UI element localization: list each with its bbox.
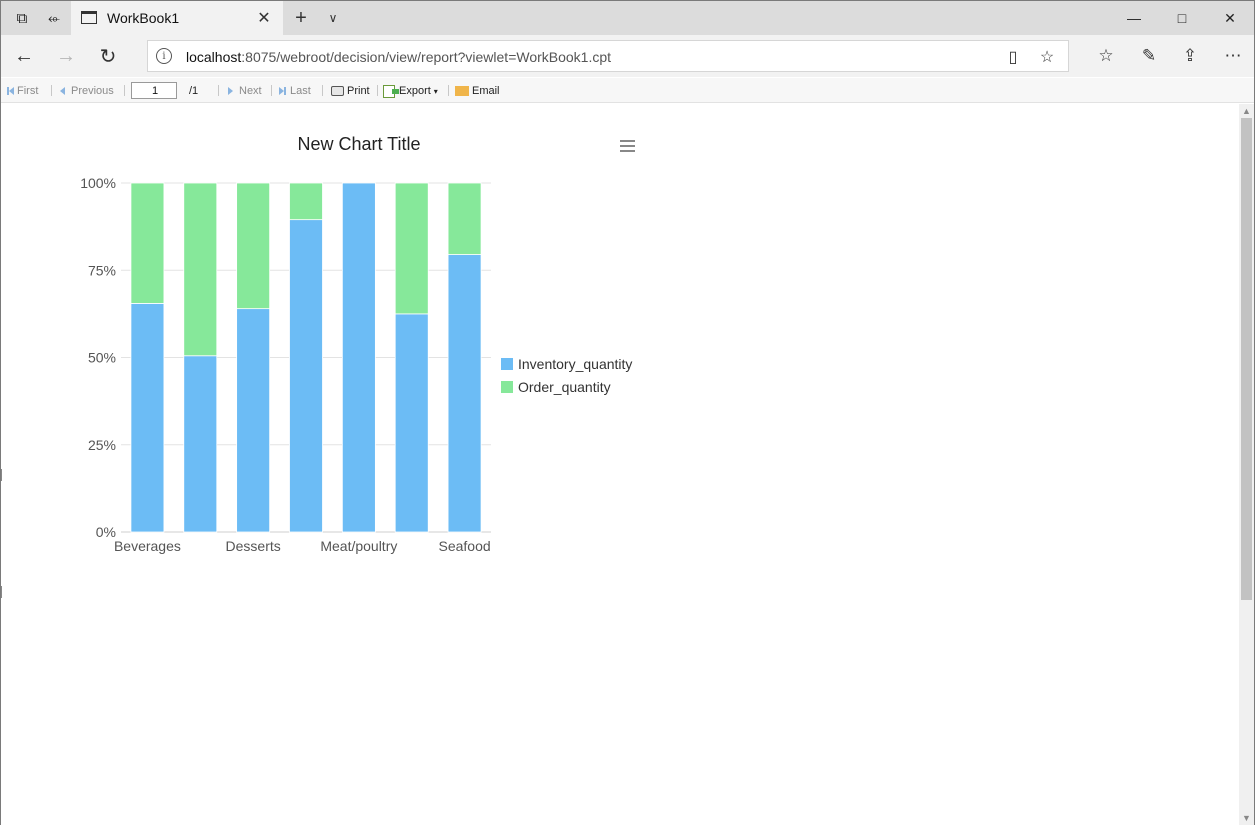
y-tick-label: 50% (88, 350, 116, 366)
new-tab-icon[interactable]: + (295, 6, 307, 29)
page-total: /1 (189, 85, 199, 97)
legend-swatch-inventory (501, 358, 513, 370)
dropdown-caret-icon: ▾ (433, 86, 438, 96)
legend-swatch-order (501, 381, 513, 393)
reading-view-icon[interactable]: ▯ (1008, 49, 1018, 66)
next-page-button[interactable]: Next (228, 83, 262, 99)
site-info-icon[interactable]: i (156, 48, 172, 64)
export-icon (383, 84, 399, 98)
bar-order (130, 182, 165, 304)
last-page-icon (284, 87, 286, 95)
scroll-up-icon[interactable]: ▲ (1242, 106, 1251, 116)
y-tick-label: 25% (88, 437, 116, 453)
bar-order (394, 182, 429, 315)
first-page-icon (7, 87, 9, 95)
close-window-icon[interactable]: ✕ (1224, 9, 1236, 26)
more-icon[interactable]: ⋯ (1224, 46, 1242, 65)
resize-handle-icon[interactable] (1, 469, 4, 481)
bar-inventory (183, 355, 218, 533)
stacked-percent-bar-chart: 0% 25% 50% 75% 100% Beverages Desserts Meat/pou… (80, 175, 491, 554)
y-tick-label: 0% (96, 524, 116, 540)
chevron-down-icon[interactable]: ∨ (328, 11, 338, 25)
next-icon (228, 87, 233, 95)
minimize-icon[interactable]: — (1127, 10, 1141, 26)
tab-title: WorkBook1 (107, 10, 180, 26)
tab-actions-icon[interactable]: ⧉ (16, 9, 28, 27)
forward-icon[interactable]: → (56, 44, 76, 67)
set-tabs-aside-icon[interactable]: ⬰ (47, 9, 60, 27)
y-tick-label: 75% (88, 262, 116, 278)
tab-workbook1[interactable]: WorkBook1 ✕ (71, 1, 283, 35)
mail-icon (455, 86, 469, 96)
legend-label-inventory: Inventory_quantity (518, 356, 633, 372)
bar-order (236, 182, 271, 310)
maximize-icon[interactable]: □ (1177, 10, 1187, 26)
vertical-scrollbar[interactable]: ▲ ▼ (1239, 104, 1254, 825)
email-button[interactable]: Email (455, 83, 500, 99)
address-bar[interactable]: i localhost:8075/webroot/decision/view/r… (147, 40, 1069, 72)
bar-inventory (130, 303, 165, 533)
chart-title: New Chart Title (297, 134, 421, 154)
bar-order (447, 182, 482, 255)
previous-page-button[interactable]: Previous (60, 83, 114, 99)
url-path: :8075/webroot/decision/view/report?viewl… (241, 49, 612, 65)
last-page-button[interactable]: Last (279, 83, 311, 99)
navigation-bar: ← → ↻ i localhost:8075/webroot/decision/… (1, 35, 1254, 77)
bar-inventory (341, 182, 376, 533)
x-tick-label: Beverages (114, 538, 181, 554)
url-host: localhost (186, 49, 242, 65)
back-icon[interactable]: ← (14, 44, 34, 67)
legend-label-order: Order_quantity (518, 379, 611, 395)
printer-icon (331, 86, 344, 96)
share-icon[interactable]: ⇪ (1182, 46, 1198, 65)
close-tab-icon[interactable]: ✕ (257, 10, 271, 27)
previous-icon (60, 87, 65, 95)
export-button[interactable]: Export ▾ (383, 83, 438, 99)
bar-inventory (394, 313, 429, 533)
notes-pen-icon[interactable]: ✎ (1141, 46, 1157, 65)
favorites-icon[interactable]: ☆ (1098, 46, 1114, 65)
bar-order (289, 182, 323, 221)
legend-item-order[interactable]: Order_quantity (501, 379, 611, 395)
x-tick-label: Meat/poultry (320, 538, 397, 554)
legend-item-inventory[interactable]: Inventory_quantity (501, 356, 632, 372)
scroll-thumb[interactable] (1241, 118, 1252, 600)
report-toolbar: First Previous /1 Next Last Print Export… (1, 78, 1254, 103)
y-tick-label: 100% (80, 175, 116, 191)
bar-order (183, 182, 218, 357)
url-text[interactable]: localhost:8075/webroot/decision/view/rep… (186, 49, 611, 65)
scroll-down-icon[interactable]: ▼ (1242, 813, 1251, 823)
title-bar: ⧉ ⬰ WorkBook1 ✕ + ∨ — □ ✕ (1, 1, 1254, 35)
chart-menu-icon[interactable] (620, 140, 636, 152)
x-tick-label: Seafood (438, 538, 490, 554)
first-page-button[interactable]: First (7, 83, 38, 99)
favorite-star-icon[interactable]: ☆ (1039, 49, 1055, 66)
print-button[interactable]: Print (331, 83, 370, 99)
bar-inventory (236, 308, 271, 533)
bar-inventory (289, 219, 323, 533)
resize-handle-icon[interactable] (1, 586, 4, 598)
bar-inventory (447, 254, 482, 533)
refresh-icon[interactable]: ↻ (99, 45, 117, 68)
page-icon (81, 11, 97, 24)
page-number-input[interactable] (131, 82, 177, 99)
x-tick-label: Desserts (226, 538, 281, 554)
